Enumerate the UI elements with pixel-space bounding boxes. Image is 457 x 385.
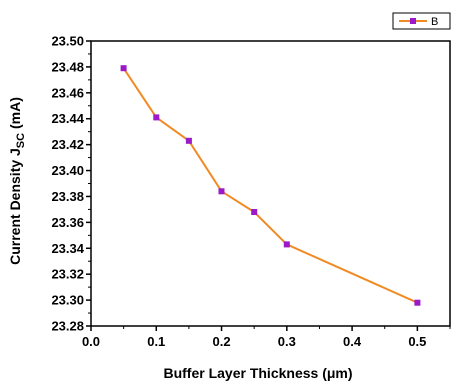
y-tick-label: 23.28 — [51, 319, 84, 334]
axes: 0.0 0.1 0.2 0.3 0.4 0.5 23.28 23.30 23.32 23.34 23… — [51, 34, 451, 349]
plot-frame — [90, 40, 451, 327]
y-axis-title: Current Density JSC (mA) — [7, 97, 27, 265]
y-tick-label: 23.34 — [51, 241, 84, 256]
y-tick-label: 23.30 — [51, 293, 84, 308]
data-point — [120, 65, 127, 72]
legend-marker-sample — [410, 18, 416, 24]
x-tick-label: 0.2 — [213, 334, 231, 349]
y-tick-label: 23.48 — [51, 59, 84, 74]
x-axis-title: Buffer Layer Thickness (μm) — [163, 365, 352, 381]
y-axis-title-subscript: SC — [15, 133, 27, 148]
data-point — [185, 137, 192, 144]
legend: B — [392, 12, 451, 30]
y-tick-label: 23.38 — [51, 189, 84, 204]
legend-label: B — [431, 16, 438, 28]
data-point — [218, 188, 225, 195]
y-tick-label: 23.46 — [51, 85, 84, 100]
y-tick-label: 23.36 — [51, 215, 84, 230]
x-tick-label: 0.5 — [408, 334, 426, 349]
x-tick-label: 0.1 — [147, 334, 165, 349]
y-tick-label: 23.40 — [51, 163, 84, 178]
y-tick-label: 23.32 — [51, 267, 84, 282]
y-axis-title-unit: (mA) — [7, 97, 23, 133]
data-point — [283, 241, 290, 248]
data-point — [153, 114, 160, 121]
x-tick-label: 0.3 — [278, 334, 296, 349]
x-tick-label: 0.4 — [343, 334, 362, 349]
plot-area — [120, 65, 421, 306]
y-axis-title-main: Current Density J — [7, 148, 23, 265]
x-tick-label: 0.0 — [82, 334, 100, 349]
y-tick-label: 23.50 — [51, 34, 84, 49]
data-point — [251, 209, 258, 215]
y-tick-label: 23.42 — [51, 137, 84, 152]
data-point — [414, 299, 421, 306]
y-tick-label: 23.44 — [51, 111, 84, 126]
series-line — [122, 67, 418, 304]
